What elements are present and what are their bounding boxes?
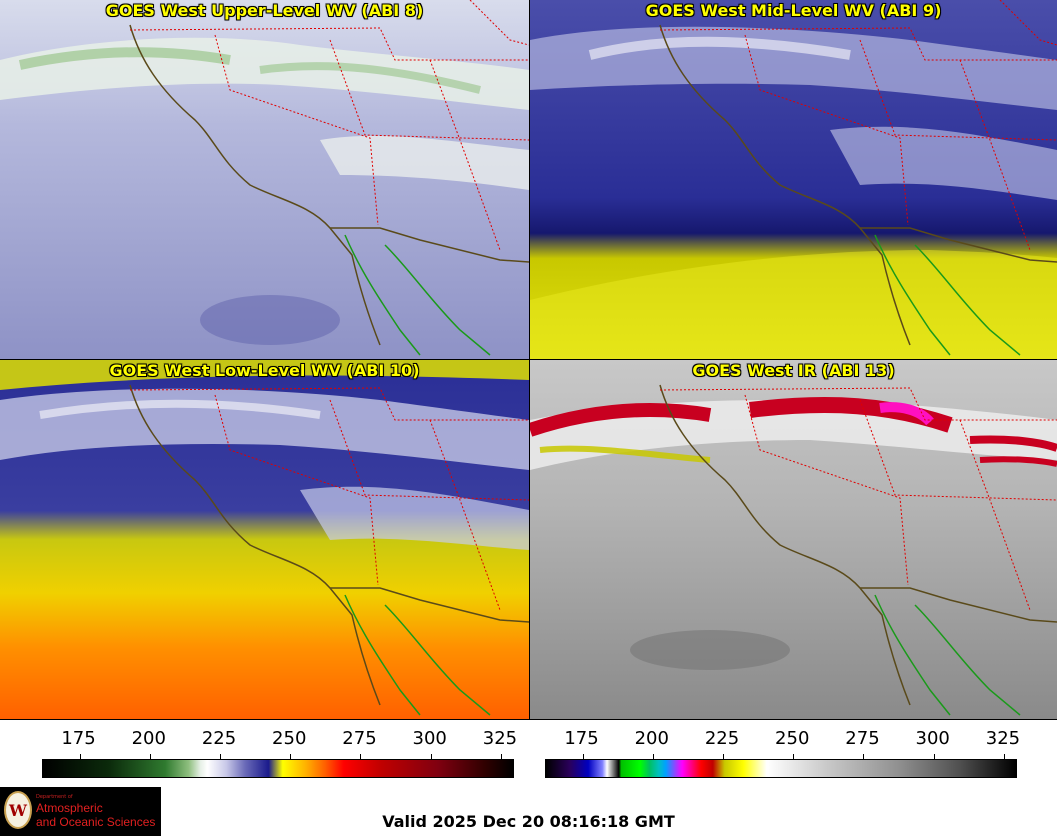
ir-colorbar-tick-mark xyxy=(723,754,724,760)
wv-colorbar-tick-label: 175 xyxy=(61,728,96,749)
wv-colorbar-tick-mark xyxy=(220,754,221,760)
ir-image xyxy=(530,360,1057,719)
wv-colorbar-tick-mark xyxy=(500,754,502,760)
upper-level-wv-panel: GOES West Upper-Level WV (ABI 8) xyxy=(0,0,529,359)
wv-colorbar-tick-label: 225 xyxy=(201,728,237,749)
wv-colorbar-tick-label: 250 xyxy=(272,728,307,749)
mid-level-wv-panel: GOES West Mid-Level WV (ABI 9) xyxy=(530,0,1057,359)
ir-colorbar-tick-label: 325 xyxy=(985,728,1021,749)
uw-seal-icon: W xyxy=(4,791,32,829)
logo-line-2: and Oceanic Sciences xyxy=(36,815,156,829)
panel-title: GOES West IR (ABI 13) xyxy=(692,361,895,380)
logo-department: Department of xyxy=(36,794,73,800)
wv-colorbar-tick-mark xyxy=(360,754,362,760)
ir-colorbar-tick-mark xyxy=(652,754,654,760)
ir-colorbar-tick-mark xyxy=(793,754,795,760)
wv-colorbar-ticks: 175 200 225 250 275 300 325 xyxy=(42,728,518,754)
panel-title: GOES West Mid-Level WV (ABI 9) xyxy=(645,1,942,20)
ir-colorbar-tick-label: 250 xyxy=(775,728,810,749)
panel-title: GOES West Upper-Level WV (ABI 8) xyxy=(105,1,424,20)
wv-colorbar-tick-mark xyxy=(290,754,292,760)
mid-level-wv-image xyxy=(530,0,1057,359)
ir-colorbar xyxy=(545,754,1017,778)
wv-colorbar-tick-label: 200 xyxy=(131,728,166,749)
low-level-wv-panel: GOES West Low-Level WV (ABI 10) xyxy=(0,360,529,719)
valid-time: Valid 2025 Dec 20 08:16:18 GMT xyxy=(382,812,675,831)
ir-colorbar-tick-label: 200 xyxy=(634,728,669,749)
ir-colorbar-tick-mark xyxy=(933,754,935,760)
low-level-wv-image xyxy=(0,360,529,719)
wv-colorbar-tick-label: 275 xyxy=(342,728,377,749)
panel-divider-horizontal xyxy=(0,359,1057,360)
wv-colorbar xyxy=(42,754,514,778)
panel-title: GOES West Low-Level WV (ABI 10) xyxy=(109,361,420,380)
wv-colorbar-tick-label: 325 xyxy=(482,728,518,749)
ir-colorbar-ticks: 175 200 225 250 275 300 325 xyxy=(545,728,1021,754)
ir-colorbar-tick-label: 175 xyxy=(564,728,599,749)
logo-line-1: Atmospheric xyxy=(36,801,103,815)
ir-colorbar-tick-mark xyxy=(1003,754,1005,760)
wv-colorbar-tick-mark xyxy=(430,754,432,760)
ir-colorbar-tick-label: 300 xyxy=(915,728,950,749)
ir-colorbar-tick-label: 225 xyxy=(704,728,740,749)
ir-colorbar-tick-label: 275 xyxy=(845,728,880,749)
ir-panel: GOES West IR (ABI 13) xyxy=(530,360,1057,719)
ir-colorbar-tick-mark xyxy=(582,754,584,760)
panel-divider-bottom xyxy=(0,719,1057,720)
wv-colorbar-tick-mark xyxy=(79,754,81,760)
aos-logo: W Department of Atmospheric and Oceanic … xyxy=(0,787,161,836)
wv-colorbar-tick-mark xyxy=(149,754,151,760)
ir-colorbar-tick-mark xyxy=(863,754,865,760)
wv-colorbar-tick-label: 300 xyxy=(412,728,447,749)
upper-level-wv-image xyxy=(0,0,529,359)
